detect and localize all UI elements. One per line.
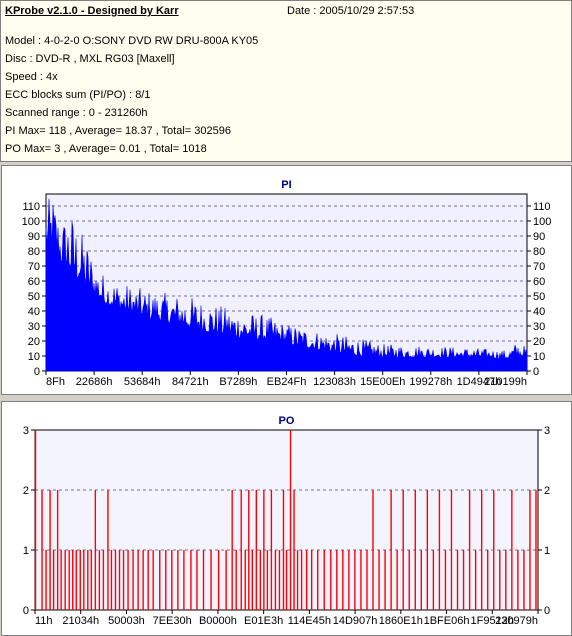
disc-line: Disc : DVD-R , MXL RG03 [Maxell] xyxy=(5,53,175,65)
y-tick-label: 60 xyxy=(533,276,545,288)
range-line: Scanned range : 0 - 231260h xyxy=(5,107,148,119)
x-tick-label: 199278h xyxy=(409,376,452,388)
app-title: KProbe v2.1.0 - Designed by Karr xyxy=(5,5,179,17)
pi-chart-panel: PI 0 0 10 10 20 20 30 30 40 40 50 50 60 60 70 70 80 80 90 90… xyxy=(1,165,572,395)
y-tick-label: 50 xyxy=(533,291,545,303)
y-tick-label: 1 xyxy=(23,545,29,557)
y-tick-label: 50 xyxy=(28,291,40,303)
y-tick-label: 100 xyxy=(533,216,551,228)
y-tick-label: 2 xyxy=(544,485,550,497)
ecc-line: ECC blocks sum (PI/PO) : 8/1 xyxy=(5,89,151,101)
x-tick-label: 230979h xyxy=(495,615,538,627)
scan-date: Date : 2005/10/29 2:57:53 xyxy=(287,5,415,17)
model-line: Model : 4-0-2-0 O:SONY DVD RW DRU-800A K… xyxy=(5,35,259,47)
y-tick-label: 0 xyxy=(544,605,550,617)
x-tick-label: 210199h xyxy=(484,376,527,388)
x-tick-label: 11h xyxy=(35,615,53,627)
chart-title: PI xyxy=(281,179,291,191)
x-tick-label: 84721h xyxy=(172,376,209,388)
x-tick-label: 7EE30h xyxy=(153,615,192,627)
x-tick-label: EB24Fh xyxy=(267,376,307,388)
x-tick-label: 1D4947h xyxy=(457,376,502,388)
y-tick-label: 0 xyxy=(533,366,539,378)
y-tick-label: 110 xyxy=(22,201,40,213)
x-tick-label: 8Fh xyxy=(46,376,65,388)
y-tick-label: 80 xyxy=(533,246,545,258)
y-tick-label: 40 xyxy=(28,306,40,318)
po-chart-panel: PO 0 0 1 1 2 2 3 3 11h 21034h 50003h 7EE30h B0000h E01… xyxy=(1,401,572,636)
y-tick-label: 70 xyxy=(28,261,40,273)
y-tick-label: 100 xyxy=(22,216,40,228)
x-tick-label: 1F9512h xyxy=(471,615,514,627)
y-tick-label: 60 xyxy=(28,276,40,288)
x-tick-label: 53684h xyxy=(124,376,161,388)
y-tick-label: 110 xyxy=(533,201,551,213)
speed-line: Speed : 4x xyxy=(5,71,58,83)
x-tick-label: 1860E1h xyxy=(379,615,423,627)
x-tick-label: 22686h xyxy=(76,376,113,388)
x-tick-label: 50003h xyxy=(108,615,145,627)
y-tick-label: 0 xyxy=(23,605,29,617)
y-tick-label: 3 xyxy=(23,425,29,437)
y-tick-label: 20 xyxy=(533,336,545,348)
x-tick-label: E01E3h xyxy=(244,615,283,627)
y-tick-label: 30 xyxy=(533,321,545,333)
po-stats-line: PO Max= 3 , Average= 0.01 , Total= 1018 xyxy=(5,143,207,155)
y-tick-label: 30 xyxy=(28,321,40,333)
pi-series-area xyxy=(45,198,528,372)
y-tick-label: 3 xyxy=(544,425,550,437)
pi-stats-line: PI Max= 118 , Average= 18.37 , Total= 30… xyxy=(5,125,231,137)
y-tick-label: 90 xyxy=(533,231,545,243)
y-tick-label: 10 xyxy=(28,351,40,363)
x-tick-label: 114E45h xyxy=(288,615,331,627)
x-tick-label: 14D907h xyxy=(333,615,378,627)
x-tick-label: 21034h xyxy=(62,615,99,627)
y-tick-label: 1 xyxy=(544,545,550,557)
y-tick-label: 80 xyxy=(28,246,40,258)
y-tick-label: 10 xyxy=(533,351,545,363)
x-tick-label: B0000h xyxy=(199,615,237,627)
x-tick-label: 123083h xyxy=(313,376,356,388)
po-chart: PO 0 0 1 1 2 2 3 3 11h 21034h 50003h 7EE30h B0000h E01… xyxy=(23,415,550,627)
y-tick-label: 90 xyxy=(28,231,40,243)
y-tick-label: 70 xyxy=(533,261,545,273)
y-tick-label: 0 xyxy=(34,366,40,378)
x-tick-label: 1BFE06h xyxy=(424,615,470,627)
y-tick-label: 20 xyxy=(28,336,40,348)
y-tick-label: 40 xyxy=(533,306,545,318)
pi-chart: PI 0 0 10 10 20 20 30 30 40 40 50 50 60 60 70 70 80 80 90 90… xyxy=(22,179,552,388)
x-tick-label: B7289h xyxy=(219,376,257,388)
chart-title: PO xyxy=(279,415,295,427)
y-tick-label: 2 xyxy=(23,485,29,497)
info-panel: KProbe v2.1.0 - Designed by Karr Date : … xyxy=(0,0,572,162)
x-tick-label: 15E00Eh xyxy=(360,376,405,388)
